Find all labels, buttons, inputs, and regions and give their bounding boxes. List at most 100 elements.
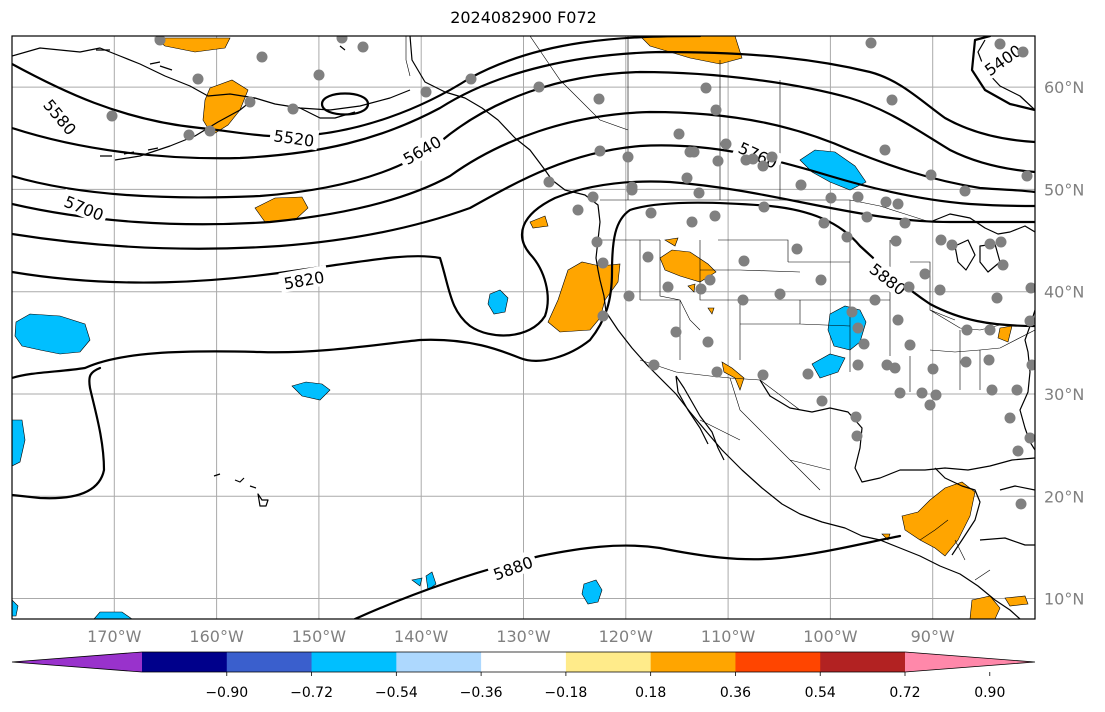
station-marker xyxy=(899,217,911,229)
negative-anomaly-region xyxy=(487,289,509,315)
station-marker xyxy=(587,191,599,203)
station-marker xyxy=(946,239,958,251)
positive-anomaly-region xyxy=(969,595,1001,619)
station-marker xyxy=(927,363,939,375)
positive-anomaly-region xyxy=(529,215,549,229)
colorbar-segment xyxy=(481,652,567,672)
positive-anomaly-region xyxy=(664,237,679,247)
central-america-coastline xyxy=(879,539,1021,619)
station-marker xyxy=(642,251,654,263)
coastlines-and-borders xyxy=(12,36,1035,619)
station-marker xyxy=(994,38,1006,50)
station-marker xyxy=(816,395,828,407)
station-marker xyxy=(738,255,750,267)
negative-anomaly-region xyxy=(799,149,867,191)
station-marker xyxy=(984,324,996,336)
station-marker xyxy=(1025,282,1035,294)
station-marker xyxy=(880,196,892,208)
colorbar-segment xyxy=(820,652,906,672)
height-contour-5580 xyxy=(12,50,1035,160)
station-marker xyxy=(802,368,814,380)
station-marker xyxy=(892,198,904,210)
station-marker xyxy=(858,338,870,350)
observation-stations xyxy=(106,36,1035,510)
longitude-label: 120°W xyxy=(599,627,654,646)
station-marker xyxy=(791,243,803,255)
negative-anomaly-region xyxy=(811,353,846,379)
station-marker xyxy=(1024,432,1035,444)
station-marker xyxy=(670,326,682,338)
colorbar-label: −0.54 xyxy=(375,685,418,701)
longitude-label: 160°W xyxy=(189,627,244,646)
longitude-ticks: 170°W 160°W 150°W 140°W 130°W 120°W 110°W 100°W… xyxy=(87,627,955,646)
station-marker xyxy=(984,238,996,250)
station-marker xyxy=(766,151,778,163)
station-marker xyxy=(673,128,685,140)
map-title: 2024082900 F072 xyxy=(450,8,597,27)
alaska-coastline xyxy=(12,47,411,111)
colorbar-label: −0.18 xyxy=(544,685,587,701)
station-marker xyxy=(662,281,674,293)
colorbar-label: 0.18 xyxy=(635,685,666,701)
station-marker xyxy=(983,354,995,366)
station-marker xyxy=(795,179,807,191)
negative-anomaly-region xyxy=(93,611,133,619)
station-marker xyxy=(645,207,657,219)
station-marker xyxy=(711,366,723,378)
station-marker xyxy=(700,82,712,94)
negative-anomaly-region xyxy=(14,313,91,355)
positive-anomaly-region xyxy=(1004,595,1029,607)
positive-anomaly-region xyxy=(721,361,745,391)
station-marker xyxy=(815,274,827,286)
station-marker xyxy=(737,294,749,306)
station-marker xyxy=(420,86,432,98)
station-marker xyxy=(533,81,545,93)
station-marker xyxy=(818,217,830,229)
positive-anomaly-region xyxy=(997,325,1013,343)
longitude-label: 110°W xyxy=(701,627,756,646)
station-marker xyxy=(623,290,635,302)
station-marker xyxy=(106,110,118,122)
central-america-borders xyxy=(919,519,991,581)
mexico-border xyxy=(639,359,761,381)
station-marker xyxy=(758,201,770,213)
station-marker xyxy=(1015,498,1027,510)
station-marker xyxy=(1017,46,1029,58)
height-contour-5760 xyxy=(12,144,1035,250)
latitude-label: 40°N xyxy=(1044,283,1084,302)
station-marker xyxy=(192,73,204,85)
latitude-label: 10°N xyxy=(1044,590,1084,609)
negative-anomaly-region xyxy=(12,599,19,617)
station-marker xyxy=(850,411,862,423)
caribbean-coastline xyxy=(979,485,1035,546)
station-marker xyxy=(997,259,1009,271)
station-marker xyxy=(204,125,216,137)
station-marker xyxy=(709,210,721,222)
station-marker xyxy=(890,235,902,247)
station-marker xyxy=(710,104,722,116)
station-marker xyxy=(313,69,325,81)
station-marker xyxy=(688,146,700,158)
station-marker xyxy=(852,322,864,334)
positive-anomaly-region xyxy=(707,307,715,315)
colorbar-segment xyxy=(142,652,228,672)
station-marker xyxy=(597,257,609,269)
baja-coastline xyxy=(675,375,725,461)
longitude-label: 130°W xyxy=(496,627,551,646)
colorbar-outline xyxy=(11,651,1036,673)
negative-anomaly-region xyxy=(12,419,26,467)
colorbar-extend-low xyxy=(12,652,142,672)
height-contour-5880-south xyxy=(353,534,902,619)
station-marker xyxy=(572,204,584,216)
station-marker xyxy=(593,93,605,105)
station-marker xyxy=(934,284,946,296)
station-marker xyxy=(1021,170,1033,182)
station-marker xyxy=(757,369,769,381)
map-border xyxy=(11,35,1036,620)
station-marker xyxy=(961,324,973,336)
station-marker xyxy=(846,306,858,318)
canada-provinces xyxy=(529,36,781,200)
station-marker xyxy=(841,231,853,243)
colorbar-label: −0.72 xyxy=(290,685,333,701)
